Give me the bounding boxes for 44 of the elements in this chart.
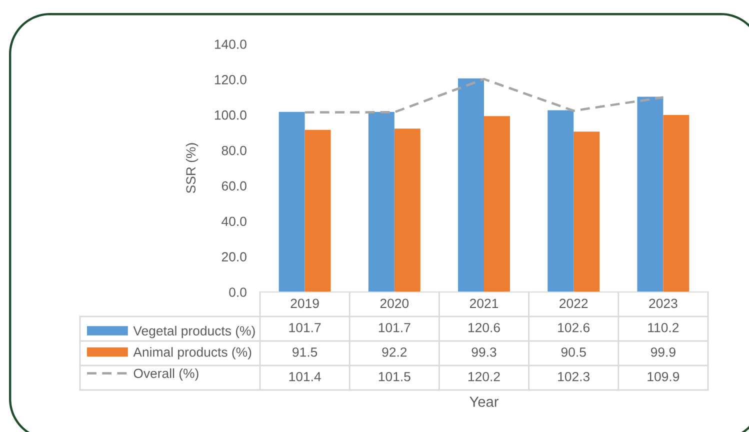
- legend-label: Animal products (%): [133, 347, 252, 360]
- bar: [574, 132, 600, 292]
- data-label: 90.5: [561, 347, 586, 357]
- bar: [637, 96, 664, 292]
- bar: [394, 128, 420, 292]
- y-tick-label: 60.0: [222, 181, 246, 191]
- text: Year: [470, 396, 498, 407]
- x-tick-label: 2020: [380, 298, 409, 308]
- data-label: 101.7: [378, 322, 410, 332]
- y-tick-label: 40.0: [222, 216, 246, 226]
- data-label: 99.9: [650, 347, 676, 357]
- legend-label: Overall (%): [134, 368, 198, 381]
- data-label: 99.3: [472, 347, 496, 357]
- x-tick-label: 2021: [470, 298, 498, 308]
- y-tick-label: 80.0: [222, 146, 246, 156]
- line-series: [304, 78, 664, 114]
- x-tick-label: 2023: [649, 298, 678, 308]
- y-tick-label: 100.0: [214, 110, 246, 120]
- y-tick-label: 20.0: [222, 252, 246, 262]
- legend-label: Vegetal products (%): [133, 326, 255, 338]
- bar: [278, 112, 305, 292]
- bar: [548, 110, 574, 292]
- y-tick-label: 140.0: [214, 40, 246, 49]
- y-tick-label: 120.0: [214, 74, 246, 84]
- y-tick-label: 0.0: [229, 288, 246, 297]
- data-label: 110.2: [648, 322, 679, 332]
- bar: [368, 112, 394, 292]
- data-label: 120.6: [468, 322, 500, 332]
- data-label: 101.4: [289, 372, 321, 382]
- bar: [484, 116, 510, 292]
- bar: [458, 78, 484, 292]
- data-label: 101.7: [289, 322, 321, 332]
- data-label: 92.2: [382, 347, 407, 357]
- data-label: 102.3: [558, 372, 590, 382]
- x-tick-label: 2019: [290, 298, 319, 308]
- x-tick-label: 2022: [560, 298, 588, 308]
- bar: [304, 130, 331, 292]
- data-label: 102.6: [558, 322, 590, 332]
- data-label: 109.9: [648, 372, 680, 382]
- data-label: 101.5: [378, 372, 410, 382]
- data-label: 120.2: [468, 372, 500, 382]
- data-label: 91.5: [292, 347, 318, 357]
- bar: [663, 115, 690, 292]
- y-axis-title: SSR (%): [186, 143, 198, 194]
